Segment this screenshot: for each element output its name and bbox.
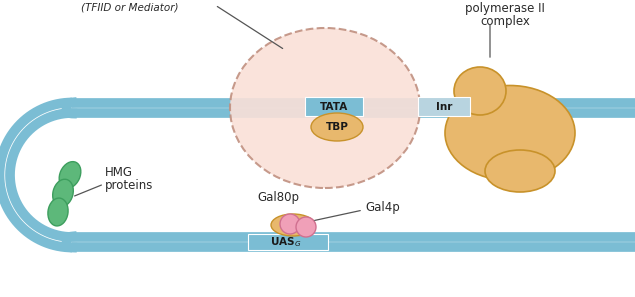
Text: (TFIID or Mediator): (TFIID or Mediator) bbox=[81, 3, 178, 13]
Text: TATA: TATA bbox=[320, 102, 348, 111]
FancyBboxPatch shape bbox=[418, 97, 470, 116]
Text: UAS$_G$: UAS$_G$ bbox=[271, 235, 302, 249]
Text: complex: complex bbox=[480, 15, 530, 28]
Ellipse shape bbox=[271, 214, 315, 236]
Ellipse shape bbox=[230, 28, 420, 188]
Circle shape bbox=[296, 217, 316, 237]
Text: Gal4p: Gal4p bbox=[365, 200, 400, 214]
Ellipse shape bbox=[454, 67, 506, 115]
Text: polymerase II: polymerase II bbox=[465, 2, 545, 15]
Ellipse shape bbox=[485, 150, 555, 192]
Text: TBP: TBP bbox=[326, 122, 349, 132]
Text: proteins: proteins bbox=[105, 179, 154, 192]
Text: HMG: HMG bbox=[105, 165, 133, 178]
Circle shape bbox=[280, 214, 300, 234]
Ellipse shape bbox=[48, 198, 68, 226]
Ellipse shape bbox=[445, 86, 575, 181]
FancyBboxPatch shape bbox=[248, 234, 328, 250]
Ellipse shape bbox=[311, 113, 363, 141]
Text: Gal80p: Gal80p bbox=[257, 190, 299, 203]
FancyBboxPatch shape bbox=[305, 97, 363, 116]
Ellipse shape bbox=[59, 162, 81, 188]
Text: Inr: Inr bbox=[436, 102, 452, 111]
Ellipse shape bbox=[53, 179, 73, 207]
